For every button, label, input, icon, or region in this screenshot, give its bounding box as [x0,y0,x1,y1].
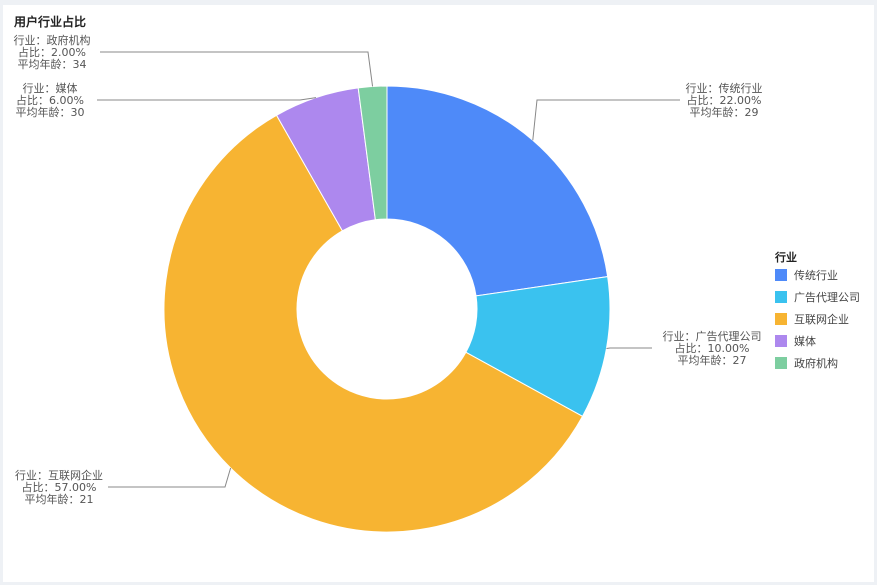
label-value: 互联网企业 [48,468,103,482]
leader-line [97,97,317,101]
slice-label: 行业：互联网企业占比：57.00%平均年龄：21 [15,468,103,506]
label-prefix: 占比： [675,341,708,355]
label-prefix: 平均年龄： [16,105,71,119]
slice [357,85,388,221]
legend-label: 政府机构 [794,356,838,370]
leader-line [100,51,374,87]
slice-label: 行业：政府机构占比：2.00%平均年龄：34 [14,33,91,71]
label-value: 21 [80,493,94,506]
label-value: 2.00% [51,46,86,59]
slice-label: 行业：广告代理公司占比：10.00%平均年龄：27 [663,330,762,367]
label-value: 媒体 [56,81,78,95]
legend-swatch [775,313,787,325]
label-prefix: 占比： [16,93,49,107]
label-value: 22.00% [720,94,762,107]
label-value: 10.00% [708,342,750,355]
legend-swatch [775,269,787,281]
slice [386,85,609,297]
legend-swatch [775,291,787,303]
label-prefix: 行业： [23,82,56,95]
label-value: 57.00% [55,481,97,494]
slice-label: 行业：媒体占比：6.00%平均年龄：30 [16,81,85,119]
slice-label: 行业：传统行业占比：22.00%平均年龄：29 [686,82,763,119]
label-value: 34 [73,58,87,71]
chart-title: 用户行业占比 [13,14,86,29]
label-prefix: 行业： [686,82,719,95]
legend-label: 广告代理公司 [794,291,860,304]
label-value: 传统行业 [719,82,763,95]
leader-line [532,99,680,141]
label-prefix: 平均年龄： [18,57,73,71]
label-value: 广告代理公司 [696,330,762,343]
legend-title: 行业 [774,250,797,264]
label-value: 30 [71,106,85,119]
label-prefix: 行业： [14,34,47,47]
legend-swatch [775,335,787,347]
label-prefix: 平均年龄： [678,353,733,367]
label-prefix: 平均年龄： [25,492,80,506]
slice [163,114,584,533]
label-prefix: 平均年龄： [690,105,745,119]
leader-line [108,467,232,488]
label-prefix: 占比： [22,480,55,494]
legend-label: 互联网企业 [794,312,849,326]
leader-line [606,347,652,350]
label-prefix: 行业： [15,469,48,482]
label-prefix: 占比： [18,45,51,59]
label-value: 29 [745,106,759,119]
label-prefix: 行业： [663,330,696,343]
legend-label: 传统行业 [794,269,838,282]
label-value: 27 [733,354,747,367]
legend-swatch [775,357,787,369]
legend-label: 媒体 [794,334,816,348]
label-value: 6.00% [49,94,84,107]
label-prefix: 占比： [687,93,720,107]
label-value: 政府机构 [47,33,91,47]
